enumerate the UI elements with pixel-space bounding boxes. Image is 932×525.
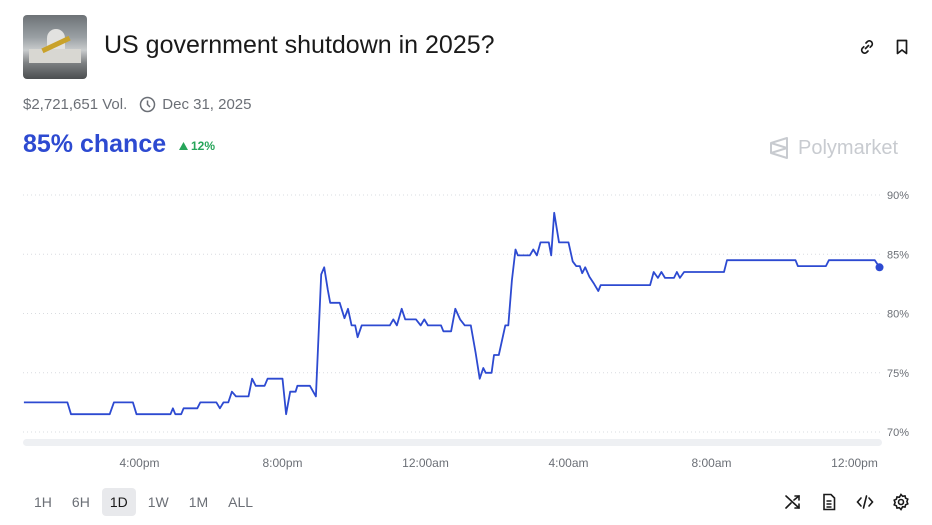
range-all[interactable]: ALL [228,494,254,510]
range-1d[interactable]: 1D [101,488,136,516]
y-tick-label: 75% [887,368,909,380]
change-badge: 12% [179,139,215,153]
price-line [23,211,881,416]
y-tick-label: 80% [887,309,909,321]
volume: $2,721,651 Vol. [23,96,128,113]
x-tick-label: 12:00am [402,456,449,470]
code-icon[interactable] [856,493,874,511]
range-6h[interactable]: 6H [71,494,90,510]
time-range-selector: 1H 6H 1D 1W 1M ALL [26,488,261,516]
chance-value: 85% chance [23,130,167,158]
x-tick-label: 12:00pm [831,456,878,470]
y-tick-label: 90% [887,190,909,202]
range-1m[interactable]: 1M [188,494,209,510]
polymarket-logo-icon [770,137,788,159]
y-tick-label: 85% [887,249,909,261]
document-icon[interactable] [820,493,838,511]
range-1h[interactable]: 1H [34,494,52,510]
bookmark-icon[interactable] [893,38,911,56]
x-tick-label: 4:00am [548,456,588,470]
x-tick-label: 8:00pm [262,456,302,470]
clock-icon [140,96,156,113]
market-meta: $2,721,651 Vol. Dec 31, 2025 [23,96,252,113]
gear-icon[interactable] [892,493,910,511]
triangle-up-icon [179,142,188,150]
last-price-dot [875,263,884,272]
change-value: 12% [191,139,216,153]
x-tick-label: 4:00pm [119,456,159,470]
chart-scroll-track[interactable] [23,439,882,446]
market-title: US government shutdown in 2025? [104,31,495,59]
chart-tools [784,493,910,511]
price-chart: 90% 85% 80% 75% 70% 4:00pm 8:00pm 12:00am 4:00a… [23,190,909,470]
link-icon[interactable] [858,38,876,56]
range-1w[interactable]: 1W [147,494,169,510]
shuffle-icon[interactable] [784,493,802,511]
polymarket-logo: Polymarket [768,136,898,160]
x-tick-label: 8:00am [691,456,731,470]
y-tick-label: 70% [887,427,909,439]
end-date: Dec 31, 2025 [162,96,252,113]
brand-name: Polymarket [798,136,899,159]
market-thumbnail [23,15,87,79]
